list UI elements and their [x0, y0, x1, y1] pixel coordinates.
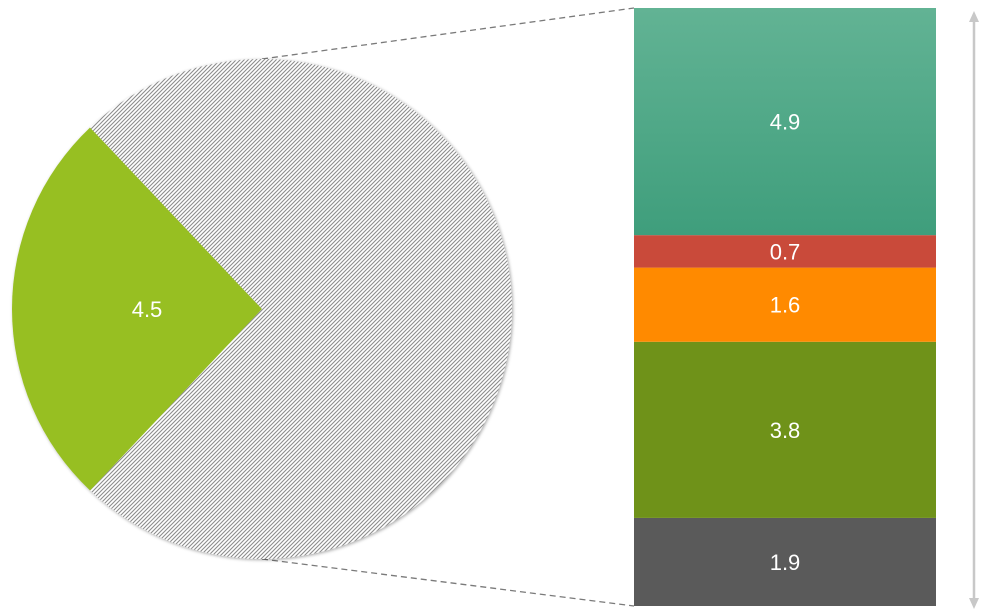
bar-segment-1 — [634, 517, 936, 606]
bar-segment-label: 1.6 — [770, 293, 801, 318]
bar-segment-4 — [634, 235, 936, 268]
bar-segment-5 — [634, 8, 936, 236]
pie-slice-1 — [11, 127, 262, 491]
bar-segment-label: 0.7 — [770, 239, 801, 264]
bar-segment-3 — [634, 267, 936, 342]
pie — [11, 59, 512, 560]
stacked-bar — [634, 8, 936, 606]
connector-line-top — [261, 7, 635, 60]
pie-labels: 4.5 — [132, 297, 163, 322]
scale-arrow-head-up — [969, 11, 979, 22]
bar-segment-2 — [634, 341, 936, 518]
bar-labels: 1.9 3.8 1.6 0.7 4.9 — [770, 110, 801, 575]
scale-arrow-head-down — [969, 598, 979, 609]
connector-lines — [261, 7, 635, 607]
bar-segment-label: 4.9 — [770, 110, 801, 135]
pie-slice-label: 4.5 — [132, 297, 163, 322]
connector-line-bottom — [261, 558, 635, 607]
bar-segment-label: 1.9 — [770, 550, 801, 575]
bar-segment-label: 3.8 — [770, 418, 801, 443]
scale-arrow — [969, 11, 979, 609]
pie-slice-2 — [90, 59, 512, 560]
